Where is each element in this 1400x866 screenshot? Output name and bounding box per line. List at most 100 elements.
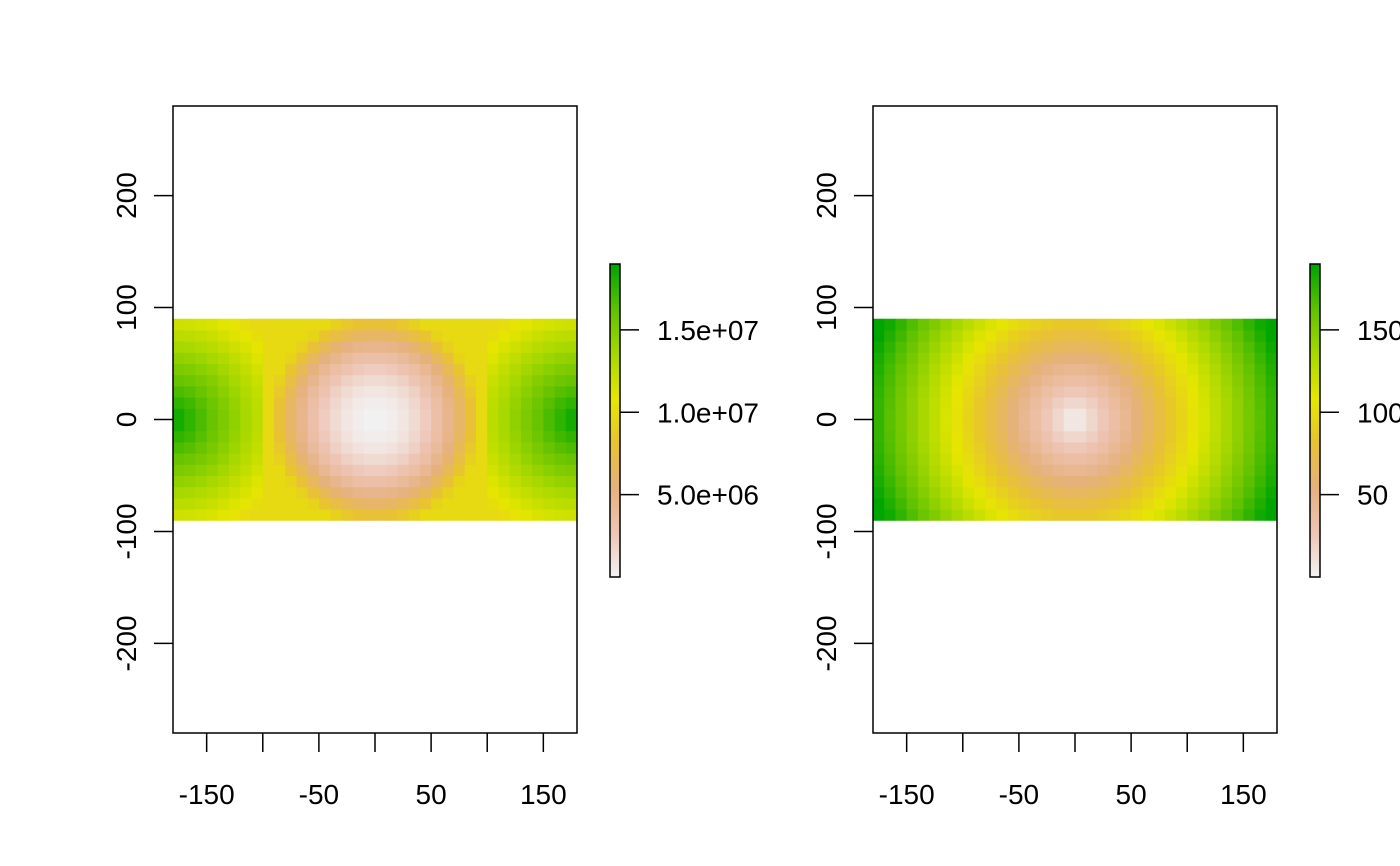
raster-cell	[386, 441, 398, 454]
raster-cell	[1187, 408, 1199, 420]
raster-cell	[419, 497, 432, 510]
raster-cell	[520, 385, 533, 398]
raster-cell	[363, 464, 376, 476]
raster-cell	[464, 475, 477, 488]
raster-cell	[1187, 430, 1199, 443]
raster-cell	[1164, 419, 1177, 432]
legend-swatch	[610, 295, 620, 299]
legend-frame	[609, 263, 621, 578]
raster-cell	[397, 419, 410, 432]
raster-cell	[996, 408, 1009, 420]
raster-cell	[1119, 385, 1132, 398]
legend-swatch	[1310, 313, 1320, 317]
raster-cell	[1243, 441, 1256, 454]
raster-cell	[184, 341, 196, 353]
raster-cell	[1131, 497, 1143, 510]
legend-swatch	[610, 363, 620, 367]
raster-cell	[285, 497, 297, 510]
raster-cell	[1187, 374, 1199, 387]
raster-cell	[195, 486, 208, 499]
raster-cell	[996, 475, 1009, 488]
legend-swatch	[610, 477, 620, 482]
raster-cell	[1119, 374, 1132, 387]
raster-cell	[1209, 374, 1222, 387]
raster-cell	[442, 363, 455, 376]
raster-cell	[1243, 329, 1256, 342]
raster-cell	[476, 352, 488, 365]
raster-cell	[895, 329, 908, 342]
raster-cell	[464, 363, 477, 376]
legend-swatch	[610, 475, 620, 479]
raster-cell	[1187, 419, 1199, 432]
legend-swatch	[1310, 391, 1320, 396]
raster-cell	[1086, 486, 1098, 499]
raster-cell	[1187, 453, 1199, 465]
raster-cell	[330, 509, 342, 521]
raster-cell	[884, 475, 896, 488]
legend-swatch	[1310, 423, 1320, 427]
raster-cell	[884, 363, 896, 376]
raster-cell	[1164, 441, 1177, 454]
raster-cell	[408, 509, 421, 521]
raster-cell	[873, 453, 885, 465]
legend-swatch	[610, 334, 620, 338]
raster-cell	[873, 363, 885, 376]
raster-cell	[940, 419, 953, 432]
raster-cell	[1265, 475, 1278, 488]
raster-cell	[906, 453, 919, 465]
legend-swatch	[1310, 326, 1320, 330]
raster-cell	[1075, 430, 1087, 443]
raster-cell	[352, 419, 365, 432]
raster-cell	[397, 453, 410, 465]
raster-cell	[386, 475, 398, 488]
raster-cell	[985, 374, 997, 387]
raster-cell	[274, 497, 286, 510]
raster-cell	[873, 475, 885, 488]
raster-cell	[1131, 329, 1143, 342]
raster-cell	[1086, 341, 1098, 353]
raster-cell	[895, 475, 908, 488]
raster-cell	[285, 419, 297, 432]
raster-cell	[951, 397, 964, 409]
raster-cell	[1232, 509, 1244, 521]
raster-cell	[498, 430, 511, 443]
raster-cell	[1063, 329, 1076, 342]
raster-cell	[520, 497, 533, 510]
raster-cell	[217, 318, 230, 331]
raster-cell	[464, 341, 477, 353]
legend-swatch	[1310, 472, 1320, 476]
raster-cell	[906, 509, 919, 521]
raster-cell	[375, 363, 387, 376]
raster-cell	[985, 441, 997, 454]
raster-cell	[1232, 453, 1244, 465]
raster-cell	[1187, 497, 1199, 510]
raster-cell	[240, 430, 253, 443]
raster-cell	[408, 329, 421, 342]
raster-cell	[1041, 497, 1054, 510]
legend-swatch	[1310, 514, 1320, 518]
raster-cell	[1198, 385, 1211, 398]
raster-cell	[487, 408, 499, 420]
legend-swatch	[610, 428, 620, 432]
raster-cell	[1198, 408, 1211, 420]
raster-cell	[307, 397, 320, 409]
raster-cell	[917, 408, 930, 420]
raster-cell	[442, 464, 455, 476]
y-tick-label: 200	[111, 172, 142, 219]
raster-cell	[341, 430, 354, 443]
raster-cell	[554, 397, 567, 409]
legend-swatch	[1310, 347, 1320, 351]
raster-cell	[951, 464, 964, 476]
raster-cell	[1086, 430, 1098, 443]
raster-cell	[442, 397, 455, 409]
raster-cell	[1254, 318, 1267, 331]
raster-cell	[318, 497, 331, 510]
raster-cell	[296, 509, 309, 521]
raster-cell	[453, 419, 466, 432]
raster-cell	[951, 486, 964, 499]
raster-cell	[442, 352, 455, 365]
raster-cell	[509, 374, 522, 387]
legend-swatch	[1310, 370, 1320, 375]
raster-cell	[307, 497, 320, 510]
legend-swatch	[610, 316, 620, 320]
